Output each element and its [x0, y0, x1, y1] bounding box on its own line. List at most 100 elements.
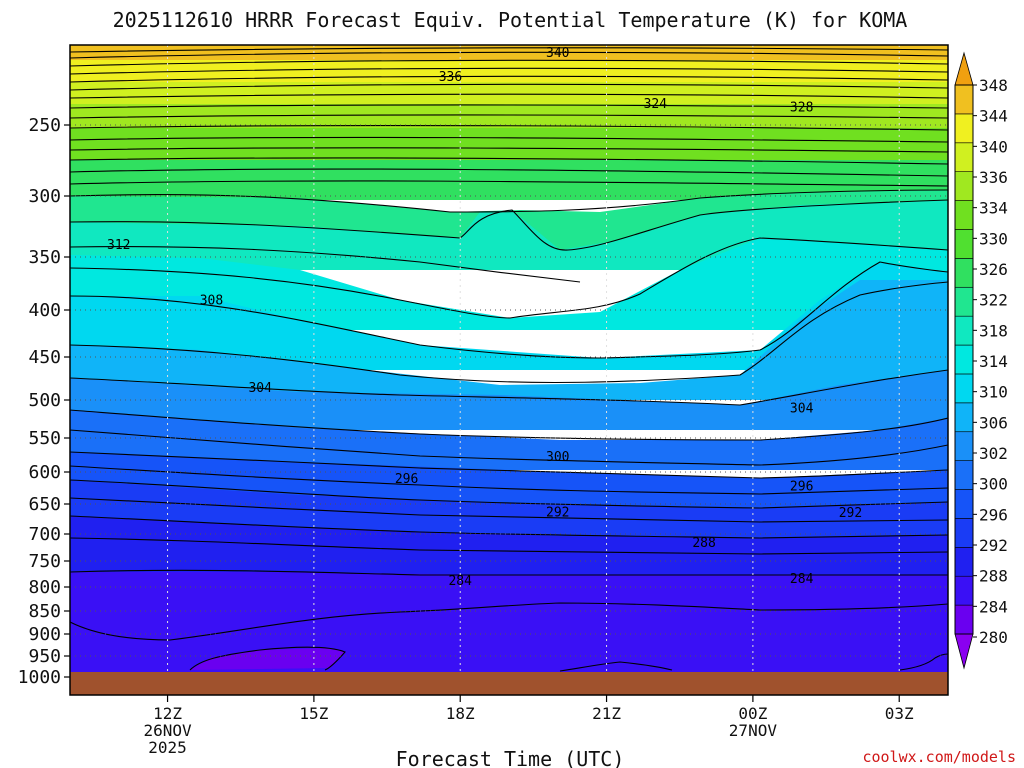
- contour-label: 328: [790, 100, 813, 115]
- colorbar-segment: [954, 286, 974, 317]
- band-284: [70, 516, 948, 575]
- colorbar-label: 322: [979, 291, 1008, 310]
- contour-line: [70, 369, 948, 406]
- contour-label: 300: [546, 450, 569, 465]
- colorbar-segment: [954, 113, 974, 144]
- contour-line: [899, 653, 948, 671]
- contour-line: [70, 47, 948, 53]
- credit-text: coolwx.com/models: [862, 748, 1016, 766]
- contour-label: 292: [546, 505, 569, 520]
- contour-line: [70, 515, 948, 539]
- colorbar-label: 306: [979, 413, 1008, 432]
- contour-line: [70, 75, 948, 83]
- contour-line: [70, 67, 948, 75]
- contour-label: 304: [248, 381, 272, 396]
- contour-line: [70, 180, 948, 187]
- colorbar-label: 336: [979, 168, 1008, 187]
- colorbar-segment: [954, 431, 974, 461]
- y-tick-label: 650: [28, 494, 61, 515]
- x-tick-date-label: 27NOV: [729, 721, 778, 740]
- colorbar-segment: [954, 258, 974, 288]
- y-tick-label: 400: [28, 300, 61, 321]
- colorbar-segment: [954, 315, 974, 346]
- x-tick-label: 00Z: [738, 704, 767, 723]
- colorbar-label: 302: [979, 444, 1008, 463]
- colorbar-label: 292: [979, 536, 1008, 555]
- contour-line: [70, 602, 948, 641]
- colorbar-segment: [954, 575, 974, 606]
- band-300: [70, 370, 948, 430]
- contour-label: 324: [644, 97, 668, 112]
- x-tick-label: 15Z: [299, 704, 328, 723]
- x-tick-label: 03Z: [885, 704, 914, 723]
- x-tick-label: 18Z: [446, 704, 475, 723]
- colorbar-segment: [954, 547, 974, 577]
- colorbar-segment: [954, 200, 974, 230]
- y-tick-label: 550: [28, 428, 61, 449]
- colorbar-label: 288: [979, 567, 1008, 586]
- colorbar-segment: [954, 84, 974, 115]
- colorbar-segment: [954, 229, 974, 259]
- colorbar-segment: [954, 344, 974, 375]
- colorbar-segment: [954, 142, 974, 172]
- contour-label: 336: [439, 70, 462, 85]
- colorbar-label: 334: [979, 199, 1008, 218]
- colorbar-segment: [954, 460, 974, 490]
- contour-line: [70, 93, 948, 99]
- band-302: [70, 280, 948, 400]
- contour-line: [70, 537, 948, 555]
- grid: [70, 45, 948, 695]
- contour-line: [70, 569, 948, 576]
- colorbar-label: 344: [979, 107, 1008, 126]
- contour-line: [70, 157, 948, 165]
- contour-lines: [70, 47, 948, 672]
- y-tick-label: 600: [28, 462, 61, 483]
- y-tick-label: 850: [28, 601, 61, 622]
- colorbar-label: 310: [979, 383, 1008, 402]
- colorbar-segment: [954, 604, 974, 635]
- contour-label: 288: [692, 536, 715, 551]
- contour-line: [70, 479, 948, 509]
- colorbar-label: 300: [979, 475, 1008, 494]
- contour-label: 312: [107, 238, 130, 253]
- contour-labels: 340 336 324 328 312 308 304 304 300 296 296 292 292 2…: [107, 46, 862, 589]
- plot-frame: [69, 44, 949, 696]
- y-tick-label: 250: [28, 115, 61, 136]
- contour-line: [70, 281, 948, 384]
- colorbar-label: 314: [979, 352, 1008, 371]
- colorbar-label: 280: [979, 628, 1008, 647]
- contour-line: [70, 189, 948, 213]
- contour-line-312: [70, 246, 581, 283]
- colorbar-frame: [954, 84, 974, 635]
- y-tick-label: 500: [28, 390, 61, 411]
- contour-line: [70, 261, 948, 359]
- colorbar-label: 284: [979, 597, 1008, 616]
- colorbar-label: 340: [979, 137, 1008, 156]
- x-tick-date-label: 26NOV: [143, 721, 192, 740]
- contour-line: [70, 114, 948, 119]
- colorbar-label: 318: [979, 321, 1008, 340]
- contour-line: [70, 83, 948, 91]
- contour-line: [70, 51, 948, 59]
- contour-label: 284: [448, 574, 472, 589]
- contour-line: [70, 124, 948, 131]
- x-tick-year-label: 2025: [148, 738, 187, 757]
- y-tick-label: 300: [28, 186, 61, 207]
- theta-e-fill: [70, 45, 948, 695]
- y-tick-label: 950: [28, 646, 61, 667]
- contour-line: [70, 147, 948, 153]
- colorbar: 348 344 340 336 334 330 326 322 318 314 310 306 302 3…: [954, 51, 1008, 670]
- x-tick-label: 12Z: [153, 704, 182, 723]
- contour-label: 292: [839, 506, 862, 521]
- x-tick-label: 21Z: [592, 704, 621, 723]
- band-below-280: [190, 648, 345, 670]
- ground-band: [70, 672, 948, 695]
- y-tick-label: 800: [28, 577, 61, 598]
- colorbar-label: 296: [979, 505, 1008, 524]
- y-axis: 2503003504004505005506006507007508008509…: [18, 115, 70, 688]
- contour-line: [70, 199, 948, 251]
- contour-label: 296: [790, 480, 813, 495]
- band-296: [70, 410, 948, 470]
